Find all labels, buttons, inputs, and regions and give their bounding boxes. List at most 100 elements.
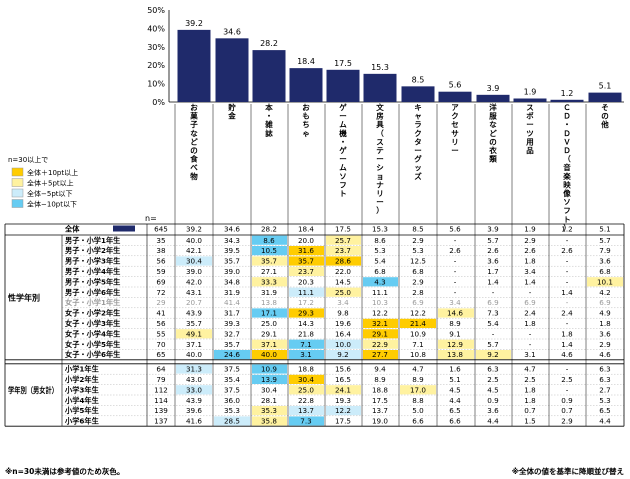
highlight-cell bbox=[289, 416, 324, 426]
table-cell: 42.1 bbox=[186, 246, 202, 255]
row-n: 56 bbox=[156, 319, 166, 328]
row-n: 59 bbox=[156, 267, 166, 276]
highlight-cell bbox=[214, 416, 250, 426]
table-cell: 36.0 bbox=[224, 396, 240, 405]
table-cell: 8.6 bbox=[263, 236, 275, 245]
table-cell: - bbox=[492, 288, 495, 297]
table-cell: - bbox=[454, 236, 457, 245]
table-cell: 1.7 bbox=[487, 267, 498, 276]
table-cell: 21.4 bbox=[410, 319, 426, 328]
table-cell: 17.5 bbox=[372, 396, 388, 405]
bar bbox=[588, 92, 622, 102]
table-cell: 6.6 bbox=[449, 417, 461, 426]
highlight-cell bbox=[176, 364, 212, 374]
highlight-cell bbox=[438, 339, 474, 349]
total-row-marker bbox=[113, 225, 135, 232]
table-cell: 2.6 bbox=[561, 246, 573, 255]
table-cell: 9.4 bbox=[374, 365, 386, 374]
table-cell: 35.7 bbox=[224, 257, 240, 266]
row-label: 女子・小学5年生 bbox=[65, 340, 120, 349]
row-label: 女子・小学4年生 bbox=[65, 329, 120, 338]
table-cell: 37.1 bbox=[261, 340, 277, 349]
table-cell: 2.9 bbox=[599, 340, 611, 349]
table-cell: 22.8 bbox=[298, 396, 314, 405]
table-cell: 6.5 bbox=[449, 406, 460, 415]
table-cell: 19.3 bbox=[335, 396, 351, 405]
highlight-cell bbox=[363, 329, 398, 339]
table-cell: 49.1 bbox=[186, 329, 202, 338]
table-cell: 10.5 bbox=[261, 246, 277, 255]
table-cell: 4.7 bbox=[524, 365, 535, 374]
total-row-cell: 8.5 bbox=[412, 225, 423, 234]
table-cell: 20.0 bbox=[298, 236, 314, 245]
category-label: 本・雑誌 bbox=[264, 102, 273, 138]
table-cell: 1.6 bbox=[449, 365, 461, 374]
table-cell: - bbox=[566, 385, 569, 394]
table-cell: 5.3 bbox=[599, 396, 610, 405]
table-cell: 31.9 bbox=[261, 288, 277, 297]
table-cell: 6.3 bbox=[599, 375, 610, 384]
highlight-cell bbox=[476, 350, 511, 360]
table-cell: 32.1 bbox=[372, 319, 388, 328]
table-cell: 1.8 bbox=[561, 329, 573, 338]
table-cell: 8.9 bbox=[412, 375, 424, 384]
highlight-cell bbox=[176, 385, 212, 395]
row-label: 女子・小学1年生 bbox=[65, 298, 120, 307]
table-cell: 5.3 bbox=[374, 246, 385, 255]
highlight-cell bbox=[326, 235, 361, 245]
row-label: 男子・小学5年生 bbox=[64, 277, 120, 286]
highlight-cell bbox=[289, 266, 324, 276]
legend-swatch bbox=[11, 188, 24, 198]
table-cell: 31.9 bbox=[224, 288, 240, 297]
table-cell: 9.8 bbox=[337, 309, 349, 318]
row-label: 小学2年生 bbox=[64, 375, 99, 384]
table-cell: 30.4 bbox=[261, 385, 277, 394]
row-label: 小学1年生 bbox=[64, 365, 99, 374]
highlight-cell bbox=[326, 339, 361, 349]
highlight-cell bbox=[252, 246, 287, 256]
category-label: アクセサリー bbox=[451, 103, 459, 155]
table-cell: 17.5 bbox=[335, 417, 351, 426]
row-n: 79 bbox=[156, 375, 166, 384]
table-cell: 6.8 bbox=[374, 267, 386, 276]
highlight-cell bbox=[289, 287, 324, 297]
table-cell: 3.1 bbox=[524, 350, 535, 359]
table-cell: 12.5 bbox=[410, 257, 426, 266]
highlight-cell bbox=[252, 374, 287, 384]
table-cell: 10.9 bbox=[410, 329, 426, 338]
table-cell: 13.8 bbox=[261, 298, 277, 307]
table-cell: 4.6 bbox=[599, 350, 611, 359]
table-cell: 4.7 bbox=[412, 365, 423, 374]
table-cell: 1.8 bbox=[524, 319, 536, 328]
total-row-cell: 3.9 bbox=[487, 225, 499, 234]
row-n: 69 bbox=[156, 277, 166, 286]
table-cell: - bbox=[529, 329, 532, 338]
row-label: 小学6年生 bbox=[64, 417, 99, 426]
table-cell: 9.1 bbox=[449, 329, 460, 338]
table-cell: 25.7 bbox=[335, 236, 351, 245]
highlight-cell bbox=[400, 318, 436, 328]
legend-label: 全体−5pt以下 bbox=[27, 189, 73, 198]
table-cell: 4.4 bbox=[449, 396, 461, 405]
n-column-header: n= bbox=[145, 214, 157, 223]
table-cell: 2.9 bbox=[524, 236, 536, 245]
table-cell: - bbox=[454, 267, 457, 276]
bar bbox=[438, 91, 472, 102]
table-cell: 13.9 bbox=[261, 375, 277, 384]
highlight-cell bbox=[252, 406, 287, 416]
table-cell: 6.8 bbox=[412, 267, 424, 276]
table-cell: 3.6 bbox=[599, 329, 611, 338]
highlight-cell bbox=[289, 406, 324, 416]
table-cell: 41.4 bbox=[224, 298, 240, 307]
total-row-cell: 1.9 bbox=[524, 225, 536, 234]
row-n: 35 bbox=[156, 236, 165, 245]
row-label: 小学5年生 bbox=[64, 406, 99, 415]
y-tick-label: 20% bbox=[147, 61, 165, 70]
highlight-cell bbox=[363, 350, 398, 360]
bar bbox=[252, 50, 286, 102]
table-cell: 18.8 bbox=[372, 385, 388, 394]
table-cell: 39.6 bbox=[186, 406, 202, 415]
bar bbox=[550, 99, 584, 102]
category-label: お菓子などの食べ物 bbox=[189, 103, 198, 181]
category-label: 文房具（ステーショナリー） bbox=[376, 102, 384, 215]
